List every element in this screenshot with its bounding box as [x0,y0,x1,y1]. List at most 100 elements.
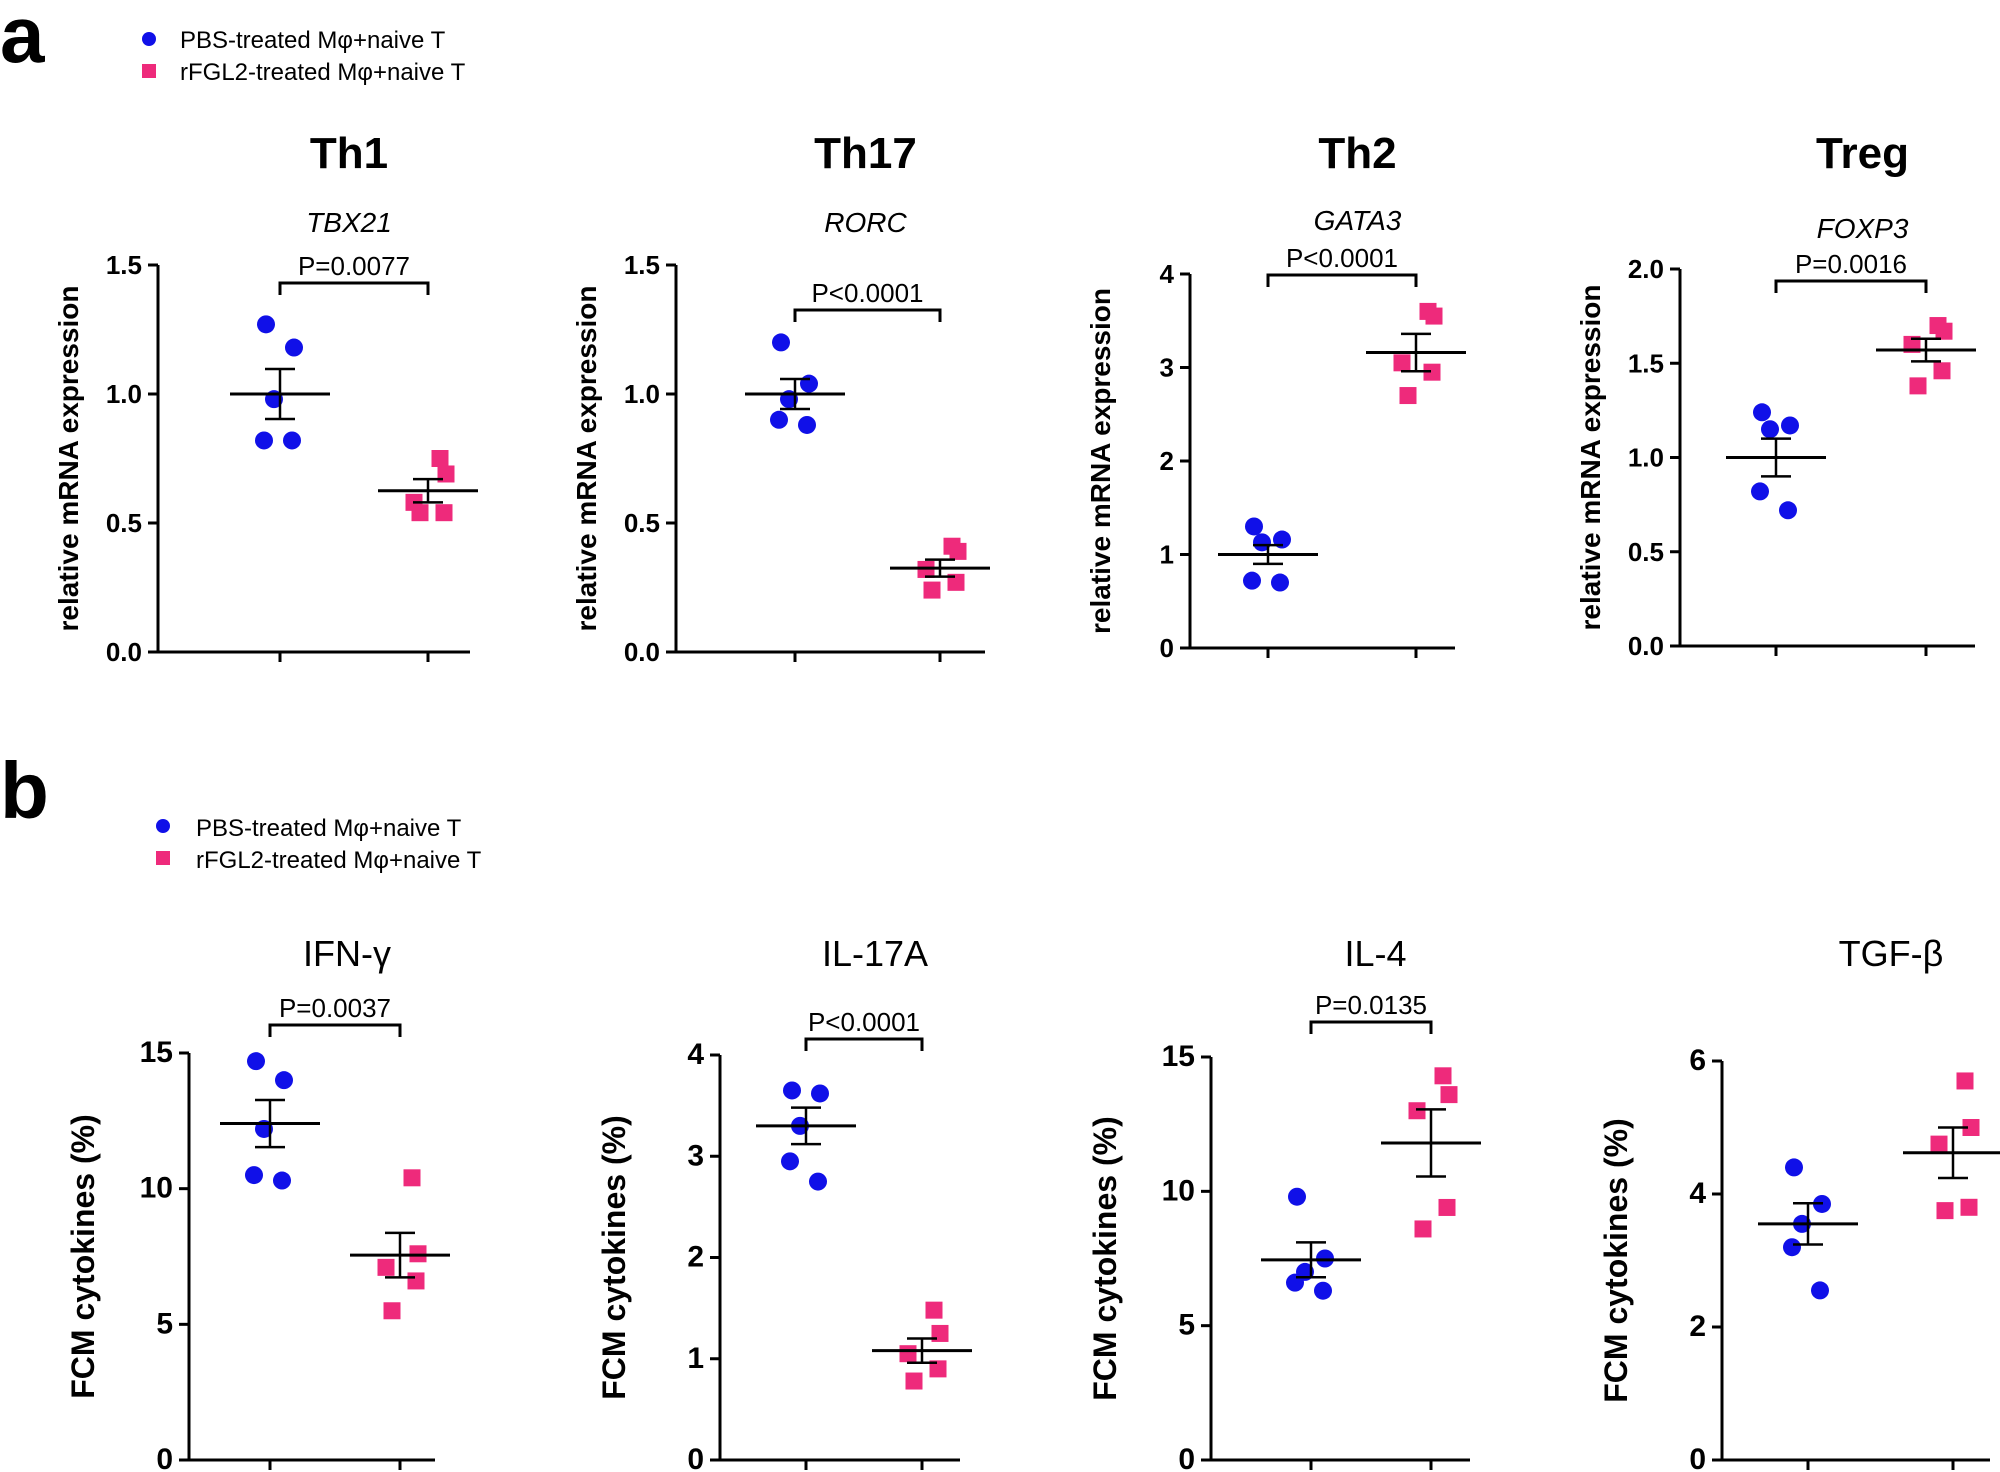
y-tick-label: 6 [1689,1044,1706,1077]
panel-a-legend: PBS-treated Mφ+naive T rFGL2-treated Mφ+… [142,27,466,86]
pbs-point [1781,416,1799,435]
p-value-label: P=0.0077 [298,251,410,281]
pbs-point [809,1172,827,1191]
chart-title: TGF-β [1839,933,1944,974]
pbs-point [1271,573,1289,592]
chart-subtitle: RORC [824,207,907,238]
rfgl2-point [377,1258,395,1276]
significance-bracket [1774,279,1928,293]
legend-a-rfgl2-label: rFGL2-treated Mφ+naive T [180,59,466,86]
pbs-point [1811,1281,1829,1300]
legend-b-pbs-marker [156,819,170,833]
pbs-point [257,315,275,334]
y-axis-label: relative mRNA expression [53,286,84,632]
chart-th17: Th17 RORC 0.0 0.5 1.0 1.5 relative mRNA expres… [571,129,990,667]
y-tick-label: 10 [140,1172,173,1205]
chart-subtitle: FOXP3 [1817,213,1909,244]
pbs-point [800,374,818,393]
y-tick-label: 0 [1689,1443,1706,1472]
pbs-point [1751,482,1769,501]
rfgl2-point [929,1360,947,1378]
y-tick-label: 0 [156,1443,173,1472]
rfgl2-point [1399,387,1417,405]
rfgl2-point [1423,363,1441,381]
significance-bracket [278,281,430,295]
y-tick-label: 2 [687,1241,704,1274]
y-tick-label: 0 [687,1443,704,1472]
pbs-point [1314,1281,1332,1300]
rfgl2-point [1956,1072,1974,1090]
p-value-label: P<0.0001 [811,278,923,308]
rfgl2-point [435,504,453,522]
chart-subtitle: GATA3 [1314,205,1402,236]
pbs-point [783,1081,801,1100]
chart-title: Th17 [814,129,917,178]
chart-th2: Th2 GATA3 0 1 2 3 4 relative mRNA expression P<0… [1085,129,1466,663]
chart-il-4: IL-4 0 5 10 15 FCM cytokines (%) P=0.0135 [1087,933,1481,1472]
pbs-point [772,333,790,352]
rfgl2-point [1962,1119,1980,1136]
pbs-point [1753,403,1771,422]
rfgl2-point [1930,1135,1948,1153]
y-tick-label: 5 [156,1307,173,1340]
charts: Th1 TBX21 0.0 0.5 1.0 1.5 relative mRNA expres… [53,129,2000,1472]
y-tick-label: 0.0 [624,637,660,667]
rfgl2-point [1425,307,1443,325]
significance-bracket [1309,1020,1433,1034]
rfgl2-point [1960,1198,1978,1216]
legend-b-rfgl2-label: rFGL2-treated Mφ+naive T [196,847,482,874]
pbs-point [255,431,273,450]
chart-tgf-: TGF-β 0 2 4 6 FCM cytokines (%) [1598,933,2000,1472]
significance-bracket [793,308,942,322]
p-value-label: P<0.0001 [808,1007,920,1037]
y-tick-label: 1.0 [624,379,660,409]
y-tick-label: 4 [687,1038,704,1071]
y-tick-label: 0.0 [106,637,142,667]
y-tick-label: 1.5 [106,250,142,280]
rfgl2-point [1393,354,1411,372]
pbs-point [798,415,816,434]
rfgl2-point [899,1345,917,1363]
pbs-point [781,1152,799,1171]
legend-a-pbs-marker [142,32,156,46]
rfgl2-point [1936,1202,1954,1220]
y-tick-label: 3 [687,1139,704,1172]
pbs-point [275,1071,293,1090]
y-axis-label: relative mRNA expression [1085,288,1116,634]
y-tick-label: 1 [1160,540,1174,570]
y-tick-label: 3 [1160,353,1174,383]
p-value-label: P=0.0037 [279,993,391,1023]
pbs-point [273,1171,291,1190]
y-tick-label: 1 [687,1342,704,1375]
rfgl2-point [407,1272,425,1290]
rfgl2-point [1408,1102,1426,1120]
y-tick-label: 0.5 [1628,537,1664,567]
chart-th1: Th1 TBX21 0.0 0.5 1.0 1.5 relative mRNA expres… [53,129,478,667]
significance-bracket [1266,273,1418,287]
y-tick-label: 2.0 [1628,254,1664,284]
y-tick-label: 1.0 [106,379,142,409]
pbs-point [1761,420,1779,439]
pbs-point [283,431,301,450]
rfgl2-point [1909,377,1927,395]
y-tick-label: 0.5 [624,508,660,538]
chart-ifn-: IFN-γ 0 5 10 15 FCM cytokines (%) P=0.0037 [65,933,450,1472]
chart-title: IL-4 [1344,933,1406,974]
y-axis-label: FCM cytokines (%) [596,1115,632,1399]
y-axis-label: relative mRNA expression [1575,285,1606,631]
chart-title: IFN-γ [303,933,391,974]
significance-bracket [804,1037,924,1051]
pbs-point [285,338,303,357]
pbs-point [245,1166,263,1185]
chart-il-17a: IL-17A 0 1 2 3 4 FCM cytokines (%) P<0.0001 [596,933,972,1472]
rfgl2-point [431,450,449,467]
pbs-point [1785,1158,1803,1177]
p-value-label: P<0.0001 [1286,243,1398,273]
chart-title: Th1 [310,129,388,178]
pbs-point [247,1052,265,1071]
rfgl2-point [949,542,967,560]
chart-title: Th2 [1318,129,1396,178]
pbs-point [1779,501,1797,520]
rfgl2-point [1440,1086,1458,1104]
